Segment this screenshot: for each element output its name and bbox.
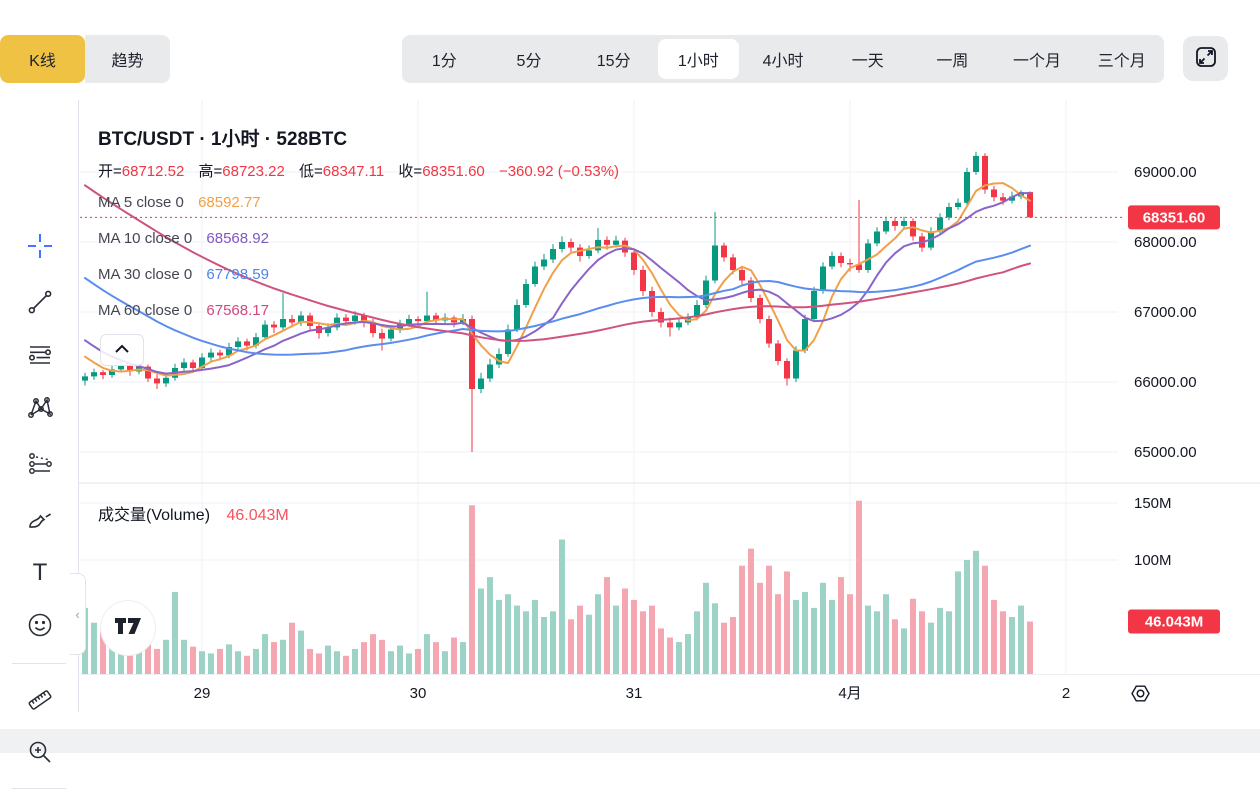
change-value: −360.92 (−0.53%) xyxy=(498,163,620,180)
candles xyxy=(82,151,1033,452)
ma30-label: MA 30 close 0 xyxy=(98,266,193,283)
chevron-up-icon xyxy=(114,341,130,359)
ma5-label: MA 5 close 0 xyxy=(98,194,184,211)
high-label: 高= xyxy=(198,163,223,180)
tradingview-icon xyxy=(114,617,142,640)
text-tool-icon[interactable]: T xyxy=(26,558,54,586)
volume-value: 46.043M xyxy=(226,507,289,524)
ma60-line xyxy=(84,184,1031,342)
drawing-toolbar: T xyxy=(0,100,79,789)
volume-label: 成交量(Volume) xyxy=(98,507,211,524)
ma10-value: 68568.92 xyxy=(206,230,269,247)
brush-icon[interactable] xyxy=(26,506,54,534)
close-value: 68351.60 xyxy=(422,163,485,180)
current-volume-badge xyxy=(1128,609,1220,634)
ma5-legend: MA 5 close 0 68592.77 xyxy=(98,194,261,218)
low-label: 低= xyxy=(299,163,323,180)
ma30-legend: MA 30 close 0 67798.59 xyxy=(98,266,269,290)
crosshair-icon[interactable] xyxy=(26,232,54,260)
trend-line-icon[interactable] xyxy=(26,288,54,316)
price-tick-label: 66000.00 xyxy=(1134,374,1197,391)
tradingview-logo[interactable] xyxy=(101,601,155,655)
timeframe-1m[interactable]: 1分 xyxy=(404,39,485,79)
current-price-badge xyxy=(1128,205,1220,230)
timeframe-5m[interactable]: 5分 xyxy=(489,39,570,79)
price-line-and-axes: 69000.00 68000.00 67000.00 66000.00 65000.00… xyxy=(80,164,1220,702)
timeframe-1mo[interactable]: 一个月 xyxy=(997,39,1078,79)
ohlc-legend: 开=68712.52 高=68723.22 低=68347.11 收=68351… xyxy=(98,160,629,181)
fullscreen-button[interactable] xyxy=(1183,36,1228,81)
candlestick-chart-canvas[interactable]: 69000.00 68000.00 67000.00 66000.00 65000.00… xyxy=(0,0,1260,753)
ma10-line xyxy=(84,192,1031,375)
tab-kline[interactable]: K线 xyxy=(0,35,85,83)
svg-text:46.043M: 46.043M xyxy=(1145,614,1203,631)
xabcd-pattern-icon[interactable] xyxy=(26,394,54,422)
ma60-legend: MA 60 close 0 67568.17 xyxy=(98,302,269,326)
timeframe-15m[interactable]: 15分 xyxy=(573,39,654,79)
svg-text:68351.60: 68351.60 xyxy=(1143,209,1206,226)
chart-type-switcher: K线 趋势 xyxy=(0,35,170,83)
time-tick-label: 30 xyxy=(410,685,427,702)
price-tick-label: 69000.00 xyxy=(1134,164,1197,181)
ma10-label: MA 10 close 0 xyxy=(98,230,193,247)
emoji-icon[interactable] xyxy=(26,611,54,639)
price-tick-label: 65000.00 xyxy=(1134,444,1197,461)
chart-title: BTC/USDT · 1小时 · 528BTC xyxy=(98,129,348,150)
time-tick-label: 2 xyxy=(1062,685,1070,702)
svg-text:T: T xyxy=(33,559,48,586)
ma10-legend: MA 10 close 0 68568.92 xyxy=(98,230,269,254)
timeframe-1w[interactable]: 一周 xyxy=(912,39,993,79)
parallel-channel-icon[interactable] xyxy=(26,449,54,477)
pane-maximize-button[interactable] xyxy=(100,334,144,366)
price-tick-label: 67000.00 xyxy=(1134,304,1197,321)
settings-gear-icon[interactable] xyxy=(1128,681,1153,706)
volume-legend: 成交量(Volume) 46.043M xyxy=(98,501,289,525)
low-value: 68347.11 xyxy=(322,163,385,180)
timeframe-1d[interactable]: 一天 xyxy=(827,39,908,79)
ma60-value: 67568.17 xyxy=(206,302,269,319)
fib-lines-icon[interactable] xyxy=(26,341,54,369)
gridlines xyxy=(78,100,1260,675)
timeframe-switcher: 1分 5分 15分 1小时 4小时 一天 一周 一个月 三个月 xyxy=(402,35,1164,83)
price-tick-label: 68000.00 xyxy=(1134,234,1197,251)
volume-bars xyxy=(82,500,1033,674)
timeframe-4h[interactable]: 4小时 xyxy=(743,39,824,79)
ruler-icon[interactable] xyxy=(26,686,54,714)
volume-tick-label: 150M xyxy=(1134,495,1172,512)
close-label: 收= xyxy=(398,163,423,180)
timeframe-3mo[interactable]: 三个月 xyxy=(1081,39,1162,79)
open-label: 开= xyxy=(98,163,122,180)
time-tick-label: 31 xyxy=(626,685,643,702)
ma30-value: 67798.59 xyxy=(206,266,269,283)
ma5-line xyxy=(84,182,1031,377)
sidebar-collapse-handle[interactable]: ‹ xyxy=(70,573,86,655)
expand-icon xyxy=(1193,44,1219,73)
time-tick-label: 29 xyxy=(194,685,211,702)
high-value: 68723.22 xyxy=(222,163,285,180)
timeframe-1h[interactable]: 1小时 xyxy=(658,39,739,79)
time-tick-label: 4月 xyxy=(838,685,861,702)
ma-lines xyxy=(84,182,1031,377)
top-toolbar: K线 趋势 1分 5分 15分 1小时 4小时 一天 一周 一个月 三个月 xyxy=(0,0,1260,100)
bottom-page-strip xyxy=(0,729,1260,753)
ma60-label: MA 60 close 0 xyxy=(98,302,193,319)
ma30-line xyxy=(84,244,1031,356)
zoom-in-icon[interactable] xyxy=(26,738,54,766)
sidebar-divider xyxy=(12,663,66,664)
open-value: 68712.52 xyxy=(121,163,185,180)
ma5-value: 68592.77 xyxy=(198,194,261,211)
tab-trend[interactable]: 趋势 xyxy=(85,35,170,83)
volume-tick-label: 100M xyxy=(1134,552,1172,569)
